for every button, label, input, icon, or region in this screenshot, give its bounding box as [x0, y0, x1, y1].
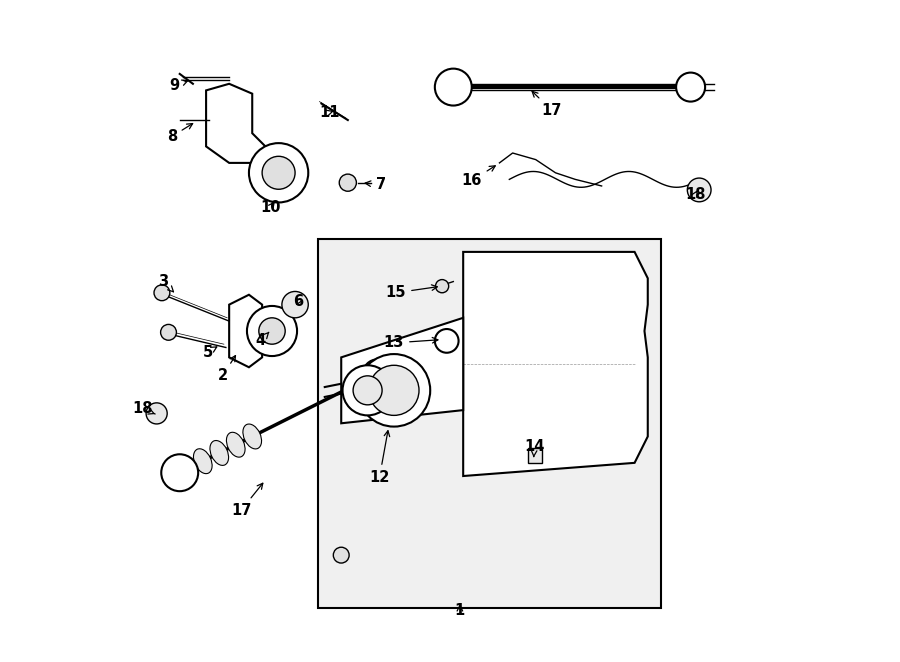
- Polygon shape: [206, 84, 266, 163]
- Circle shape: [676, 73, 705, 101]
- Ellipse shape: [227, 432, 245, 457]
- Ellipse shape: [210, 440, 229, 465]
- Text: 12: 12: [369, 431, 390, 485]
- Bar: [319, 239, 661, 608]
- Circle shape: [435, 69, 472, 105]
- Circle shape: [161, 454, 198, 491]
- Text: 11: 11: [320, 105, 340, 120]
- Circle shape: [262, 156, 295, 189]
- Circle shape: [160, 324, 176, 340]
- Polygon shape: [464, 252, 648, 476]
- FancyBboxPatch shape: [527, 448, 543, 463]
- Text: 3: 3: [158, 274, 174, 292]
- Circle shape: [154, 285, 170, 301]
- Text: 1: 1: [454, 603, 465, 618]
- Text: 14: 14: [524, 439, 544, 457]
- Ellipse shape: [177, 457, 195, 482]
- Text: 15: 15: [386, 285, 437, 301]
- Text: 2: 2: [218, 355, 236, 383]
- Text: 8: 8: [166, 124, 193, 144]
- Text: 17: 17: [230, 483, 263, 518]
- Circle shape: [339, 174, 356, 191]
- Text: 18: 18: [132, 401, 155, 416]
- Text: 18: 18: [685, 187, 706, 202]
- Circle shape: [146, 403, 167, 424]
- Text: 4: 4: [256, 332, 269, 348]
- Circle shape: [333, 547, 349, 563]
- Circle shape: [249, 143, 309, 203]
- Polygon shape: [341, 318, 464, 423]
- Text: 5: 5: [202, 345, 217, 359]
- Ellipse shape: [243, 424, 262, 449]
- Circle shape: [259, 318, 285, 344]
- Text: 13: 13: [383, 336, 438, 350]
- Circle shape: [343, 365, 392, 415]
- Text: 6: 6: [293, 294, 303, 309]
- Circle shape: [369, 365, 419, 415]
- Circle shape: [363, 359, 392, 389]
- Circle shape: [247, 306, 297, 356]
- Text: 7: 7: [365, 177, 386, 192]
- Circle shape: [353, 376, 382, 405]
- Circle shape: [688, 178, 711, 202]
- Ellipse shape: [194, 449, 212, 473]
- Circle shape: [282, 291, 309, 318]
- Circle shape: [436, 279, 449, 293]
- Text: 10: 10: [260, 199, 281, 214]
- Polygon shape: [230, 295, 262, 367]
- Text: 17: 17: [532, 91, 562, 118]
- Circle shape: [357, 354, 430, 426]
- Text: 9: 9: [169, 78, 188, 93]
- Text: 16: 16: [462, 166, 495, 188]
